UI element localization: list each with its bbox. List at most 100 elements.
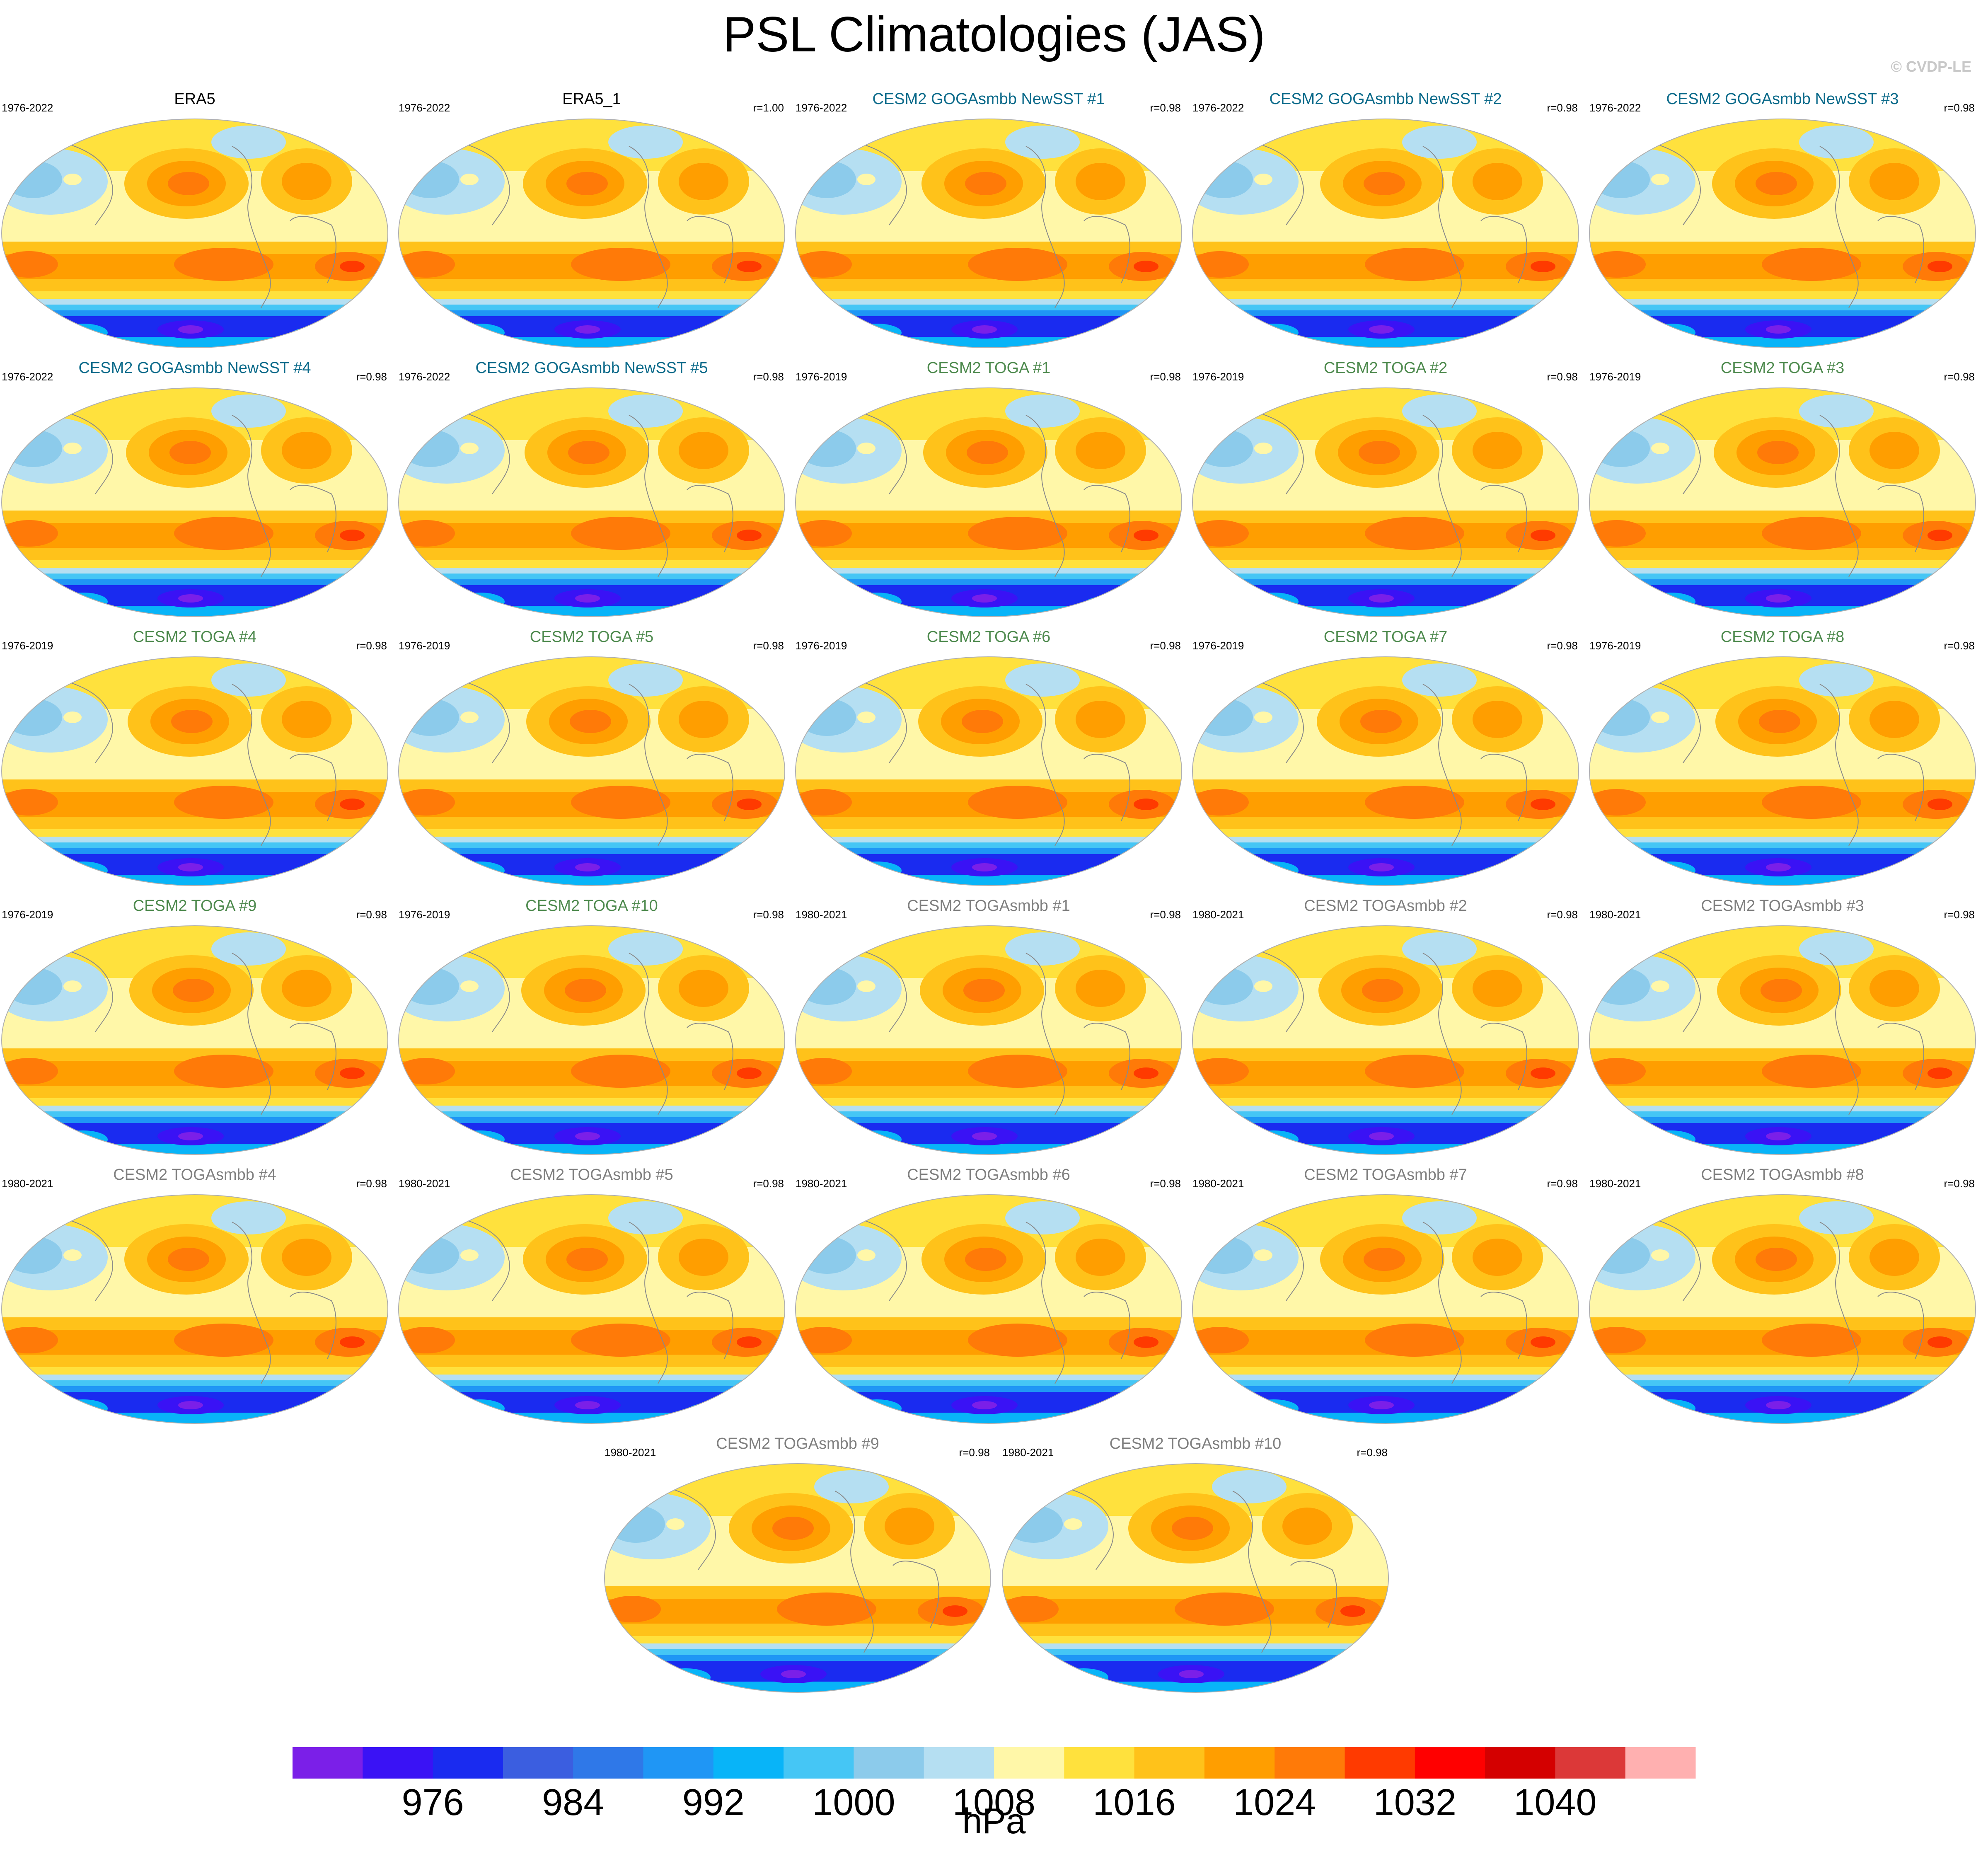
coastlines bbox=[1253, 1217, 1527, 1384]
colorbar-swatch bbox=[713, 1747, 784, 1779]
azores-high-core bbox=[1869, 701, 1919, 738]
tibet-patch bbox=[1254, 1249, 1272, 1261]
trough-edge-1 bbox=[1589, 291, 1976, 300]
coastlines bbox=[856, 949, 1130, 1115]
south-atlantic-high-core bbox=[1340, 1605, 1365, 1617]
trough-edge-1 bbox=[1589, 560, 1976, 569]
indian-ocean-high bbox=[796, 520, 852, 547]
trough-edge-2 bbox=[1192, 1375, 1579, 1382]
coastlines bbox=[1253, 949, 1527, 1115]
trough-edge-2 bbox=[796, 299, 1182, 306]
trough-edge-4 bbox=[1192, 579, 1579, 586]
azores-high-core bbox=[1869, 163, 1919, 200]
trough-edge-3 bbox=[1589, 574, 1976, 580]
panel-years: 1976-2019 bbox=[399, 639, 450, 652]
north-pacific-high-core bbox=[568, 441, 609, 464]
panel-years: 1976-2022 bbox=[2, 370, 53, 383]
trough-edge-2 bbox=[399, 568, 785, 575]
south-pacific-high bbox=[968, 1055, 1067, 1088]
antarctic-patch-2 bbox=[290, 1403, 340, 1419]
psl-map bbox=[1, 656, 388, 886]
arctic-low bbox=[1799, 394, 1874, 428]
colorbar-swatch bbox=[293, 1747, 363, 1779]
north-pacific-high-core bbox=[1364, 1248, 1405, 1271]
tibet-patch bbox=[1254, 712, 1272, 723]
coastlines bbox=[856, 1217, 1130, 1384]
azores-high-core bbox=[1282, 1508, 1332, 1545]
trough-edge-1 bbox=[399, 560, 785, 569]
azores-high-core bbox=[885, 1508, 934, 1545]
map-outline bbox=[1, 387, 388, 617]
panel-years: 1976-2022 bbox=[2, 102, 53, 114]
trough-edge-4 bbox=[796, 1386, 1182, 1393]
map-panel: CESM2 TOGAsmbb #1 1980-2021 r=0.98 bbox=[794, 896, 1183, 1157]
trough-edge-3 bbox=[399, 1380, 785, 1387]
trough-edge-4 bbox=[796, 310, 1182, 317]
indian-ocean-high bbox=[796, 789, 852, 816]
arctic-low bbox=[211, 1201, 286, 1234]
north-pacific-high-core bbox=[1759, 710, 1800, 733]
south-atlantic-high-core bbox=[1928, 530, 1952, 541]
antarctic-patch-2 bbox=[290, 596, 340, 612]
coastlines bbox=[62, 949, 336, 1115]
map-panel: CESM2 TOGAsmbb #4 1980-2021 r=0.98 bbox=[0, 1165, 389, 1426]
psl-map bbox=[1192, 1194, 1579, 1424]
tibet-patch bbox=[63, 174, 82, 185]
trough-edge-3 bbox=[796, 1111, 1182, 1118]
panel-title: CESM2 TOGA #6 bbox=[926, 628, 1051, 646]
panel-title: CESM2 TOGA #7 bbox=[1323, 628, 1448, 646]
tibet-patch bbox=[460, 980, 479, 992]
tibet-patch bbox=[63, 443, 82, 454]
trough-edge-3 bbox=[796, 842, 1182, 849]
antarctic-patch-2 bbox=[1481, 865, 1531, 881]
map-panel: CESM2 GOGAsmbb NewSST #5 1976-2022 r=0.98 bbox=[397, 358, 786, 619]
psl-map bbox=[1589, 1194, 1976, 1424]
panel-correlation: r=0.98 bbox=[753, 1177, 784, 1190]
trough-edge-2 bbox=[1192, 568, 1579, 575]
azores-high-core bbox=[1473, 701, 1522, 738]
north-pacific-high-core bbox=[169, 441, 211, 464]
coastlines bbox=[1649, 142, 1924, 308]
trough-edge-3 bbox=[796, 1380, 1182, 1387]
antarctic-patch-2 bbox=[687, 1134, 737, 1150]
south-pacific-high bbox=[968, 1324, 1067, 1357]
tibet-patch bbox=[1254, 174, 1272, 185]
trough-edge-4 bbox=[1192, 1386, 1579, 1393]
map-panel: CESM2 TOGAsmbb #2 1980-2021 r=0.98 bbox=[1191, 896, 1580, 1157]
antarctic-patch-2 bbox=[290, 865, 340, 881]
asian-low-core bbox=[1592, 699, 1650, 736]
psl-map bbox=[1, 387, 388, 617]
trough-edge-4 bbox=[399, 579, 785, 586]
map-panel: CESM2 GOGAsmbb NewSST #2 1976-2022 r=0.98 bbox=[1191, 89, 1580, 350]
panel-title: CESM2 TOGAsmbb #9 bbox=[716, 1435, 879, 1452]
map-outline bbox=[1, 1194, 388, 1424]
trough-edge-4 bbox=[2, 310, 388, 317]
coastlines bbox=[1649, 411, 1924, 577]
tibet-patch bbox=[1651, 443, 1669, 454]
south-atlantic-high-core bbox=[1531, 799, 1555, 810]
panel-correlation: r=0.98 bbox=[356, 908, 387, 921]
south-atlantic-high-core bbox=[340, 530, 365, 541]
coastlines bbox=[1649, 680, 1924, 846]
panel-years: 1980-2021 bbox=[605, 1446, 656, 1459]
coastlines bbox=[459, 142, 733, 308]
psl-map bbox=[795, 119, 1182, 348]
trough-edge-4 bbox=[2, 1117, 388, 1124]
panel-years: 1980-2021 bbox=[796, 1177, 847, 1190]
psl-map bbox=[1, 119, 388, 348]
asian-low-core bbox=[798, 161, 856, 198]
map-panel: CESM2 TOGA #7 1976-2019 r=0.98 bbox=[1191, 627, 1580, 888]
north-pacific-high-core bbox=[1360, 710, 1402, 733]
map-field bbox=[1192, 388, 1579, 617]
panel-years: 1980-2021 bbox=[1589, 908, 1641, 921]
south-atlantic-high-core bbox=[1928, 261, 1952, 272]
south-atlantic-high-core bbox=[737, 530, 762, 541]
asian-low-core bbox=[1195, 699, 1253, 736]
trough-low-core bbox=[575, 1132, 600, 1140]
map-outline bbox=[1192, 656, 1579, 886]
trough-edge-1 bbox=[1192, 1098, 1579, 1107]
south-pacific-high bbox=[777, 1593, 876, 1626]
antarctic-patch-2 bbox=[687, 327, 737, 344]
trough-edge-1 bbox=[796, 560, 1182, 569]
asian-low-core bbox=[1592, 161, 1650, 198]
